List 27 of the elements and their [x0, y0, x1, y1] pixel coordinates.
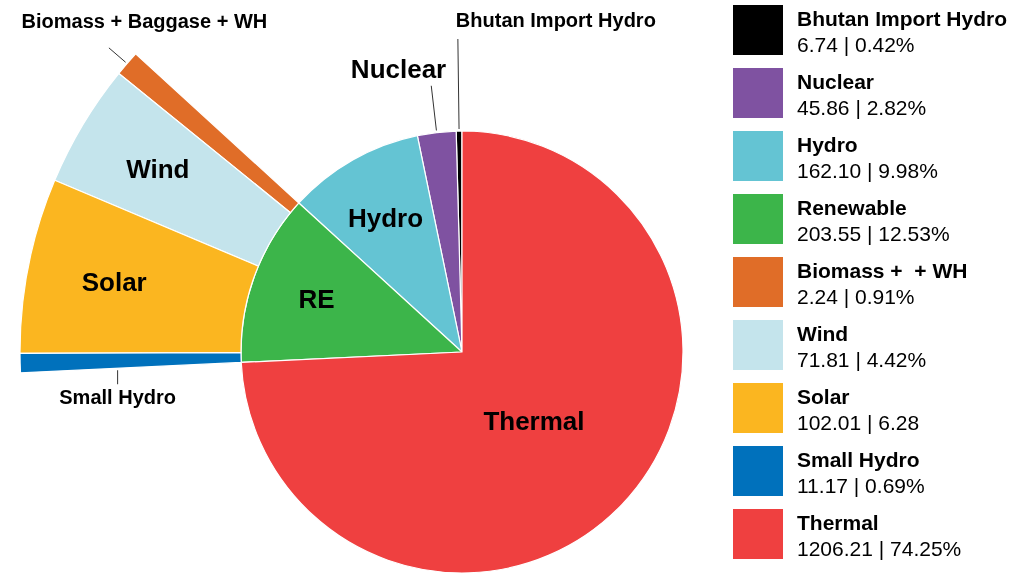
text: Small Hydro — [59, 386, 176, 409]
text: Solar — [81, 267, 147, 298]
data-label: 102.01 | 6.28 — [797, 411, 920, 434]
data-label: 11.17 | 0.69% — [797, 474, 925, 497]
data-label: 71.81 | 4.42% — [797, 348, 927, 371]
data-label: 162.10 | 9.98% — [797, 159, 938, 182]
legend-label: Renewable — [797, 196, 907, 219]
legend-label: Hydro — [797, 133, 858, 156]
slice-label: Thermal — [483, 405, 585, 436]
data-label: 2.24 | 0.91% — [797, 285, 915, 308]
data-label: 203.55 | 12.53% — [797, 222, 950, 245]
slice-label: Hydro — [347, 202, 424, 233]
legend-label: Thermal — [797, 511, 879, 534]
legend-label: Wind — [797, 322, 849, 345]
legend-label: Biomass + + WH — [797, 259, 968, 282]
legend-label: Bhutan Import Hydro — [797, 7, 1007, 30]
legend-label: Small Hydro — [797, 448, 920, 471]
text: Wind — [126, 154, 190, 185]
legend-label: Solar — [797, 385, 850, 408]
data-label: 6.74 | 0.42% — [797, 33, 915, 56]
data-label: 1206.21 | 74.25% — [797, 537, 962, 560]
slice-label: Nuclear — [350, 53, 447, 84]
data-label: 45.86 | 2.82% — [797, 96, 927, 119]
slice-label: Bhutan Import Hydro — [455, 9, 656, 32]
text: RE — [298, 284, 335, 315]
legend-label: Nuclear — [797, 70, 875, 93]
text: Biomass + Baggase + WH — [21, 9, 268, 32]
